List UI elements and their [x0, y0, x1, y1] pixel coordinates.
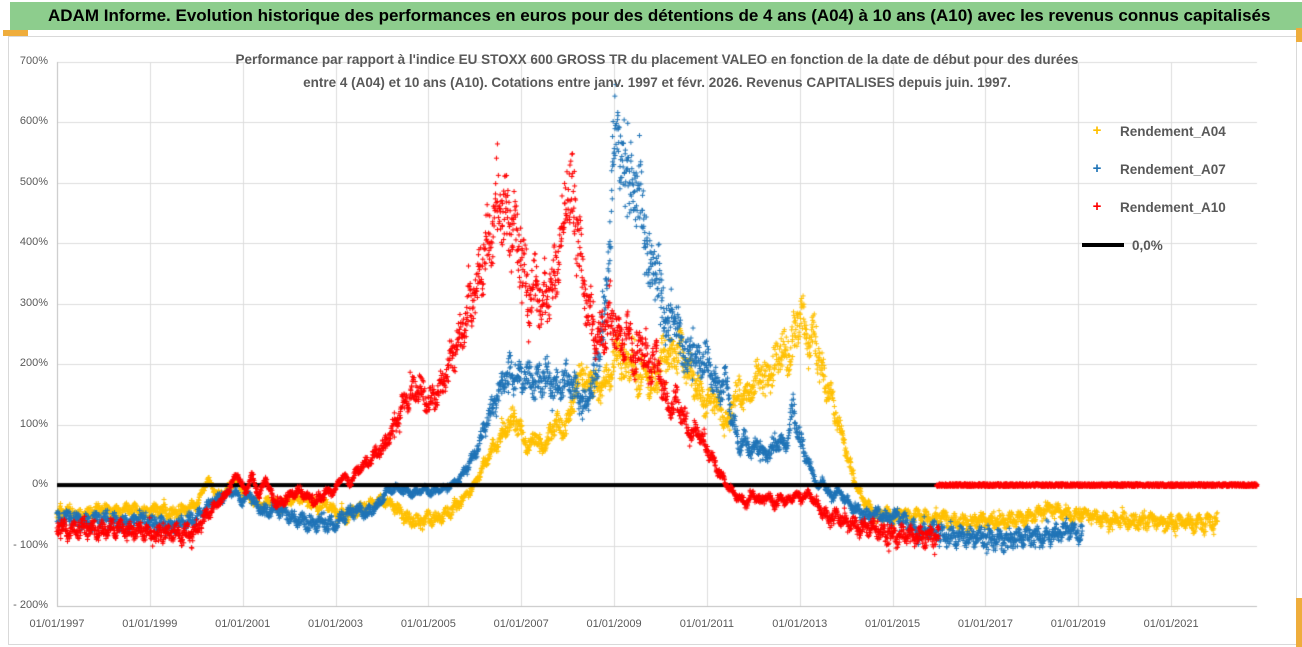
legend-item-rendement-a04: + Rendement_A04 [1082, 112, 1226, 150]
y-tick-label: 300% [19, 296, 48, 309]
y-tick-label: 400% [19, 236, 48, 249]
legend-label: Rendement_A07 [1120, 161, 1226, 177]
chart-title-line2: entre 4 (A04) et 10 ans (A10). Cotations… [303, 75, 1011, 90]
plus-marker-icon: + [1092, 198, 1102, 215]
x-tick-label: 01/01/2017 [957, 618, 1013, 630]
y-tick-label: 200% [19, 357, 48, 370]
chart-legend: + Rendement_A04 + Rendement_A07 + Rendem… [1082, 112, 1226, 264]
plus-marker-icon: + [1092, 160, 1102, 177]
x-tick-label: 01/01/2019 [1050, 618, 1106, 630]
legend-label: Rendement_A10 [1120, 199, 1226, 215]
x-tick-label: 01/01/2015 [865, 618, 921, 630]
x-tick-label: 01/01/2001 [215, 618, 271, 630]
x-tick-label: 01/01/2009 [586, 618, 642, 630]
legend-item-zero-line: 0,0% [1082, 226, 1226, 264]
legend-item-rendement-a10: + Rendement_A10 [1082, 188, 1226, 226]
legend-item-rendement-a07: + Rendement_A07 [1082, 150, 1226, 188]
plus-marker-icon: + [1092, 122, 1102, 139]
y-tick-label: 100% [19, 417, 48, 430]
y-tick-label: 600% [19, 115, 48, 128]
x-tick-label: 01/01/2013 [772, 618, 828, 630]
legend-label: Rendement_A04 [1120, 123, 1226, 139]
legend-label: 0,0% [1132, 237, 1163, 253]
x-tick-label: 01/01/2021 [1143, 618, 1199, 630]
chart-title: Performance par rapport à l'indice EU ST… [57, 48, 1257, 94]
y-tick-label: 700% [19, 55, 48, 67]
x-tick-label: 01/01/2005 [400, 618, 456, 630]
y-tick-label: - 100% [13, 538, 48, 551]
x-tick-label: 01/01/2003 [307, 618, 364, 630]
zero-line-marker-icon [1082, 243, 1124, 247]
y-tick-label: 500% [19, 175, 48, 188]
x-tick-label: 01/01/2011 [679, 618, 735, 630]
x-tick-label: 01/01/1997 [29, 618, 85, 630]
chart-title-line1: Performance par rapport à l'indice EU ST… [235, 52, 1079, 67]
y-tick-label: - 200% [13, 599, 48, 611]
y-tick-label: 0% [32, 478, 48, 491]
x-tick-label: 01/01/1999 [122, 618, 178, 630]
x-tick-label: 01/01/2007 [493, 618, 549, 630]
